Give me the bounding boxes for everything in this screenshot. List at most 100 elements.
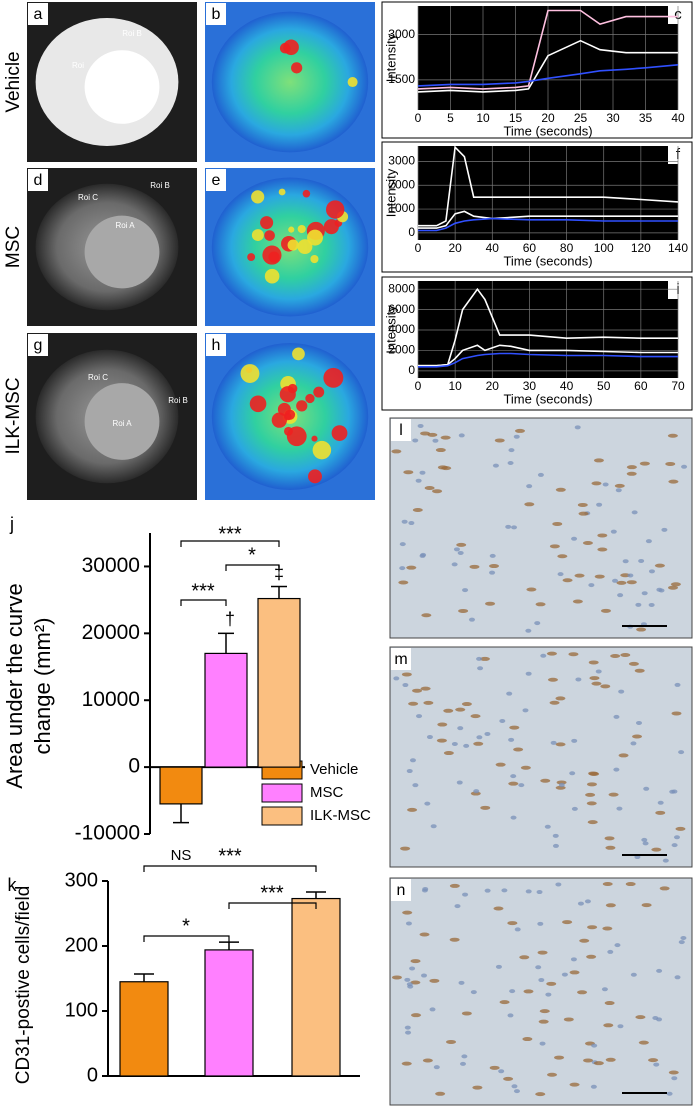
row-label: ILK-MSC [3, 377, 24, 454]
x-tick-label: 0 [415, 111, 422, 125]
cell [591, 1043, 598, 1048]
cell [416, 714, 423, 719]
heat-spot [251, 229, 264, 242]
panel-label-box [28, 169, 48, 191]
cell [405, 1030, 412, 1035]
cell [508, 448, 515, 453]
cell [635, 602, 642, 607]
histology [389, 877, 693, 1106]
cell [545, 992, 552, 997]
cell [641, 903, 652, 908]
x-tick-label: 10 [448, 379, 462, 393]
cell [604, 836, 615, 841]
cell [620, 653, 631, 658]
roi-label: Roi B [150, 181, 170, 190]
panel-label-box [391, 879, 411, 901]
cell [586, 954, 597, 959]
heat-spot [247, 253, 256, 261]
cell [484, 731, 491, 736]
cell [473, 789, 480, 794]
cell [514, 927, 521, 932]
cell [591, 481, 602, 486]
cell [391, 975, 402, 980]
cell [636, 627, 647, 632]
x-tick-label: 20 [448, 241, 462, 255]
cell [494, 438, 505, 443]
cell [615, 488, 622, 493]
cell [511, 1084, 518, 1089]
panel-label: k [8, 875, 18, 895]
y-tick-label: 6000 [388, 302, 415, 316]
cell [537, 472, 544, 477]
heat-spot [283, 39, 299, 56]
cell [614, 483, 625, 488]
heat-spot [284, 409, 296, 420]
cell [626, 580, 637, 585]
cell [584, 899, 591, 904]
panel-label: n [397, 882, 406, 899]
cell [571, 536, 578, 541]
cell [457, 726, 464, 731]
cell [547, 1072, 558, 1077]
significance-bracket [228, 902, 317, 909]
cell [544, 824, 551, 829]
legend-label: MSC [310, 784, 344, 801]
x-tick-label: 120 [631, 241, 651, 255]
cell [462, 892, 469, 897]
cell [549, 700, 560, 705]
cell [492, 463, 499, 468]
heat-ring [211, 11, 369, 153]
y-tick-label: 3000 [388, 154, 415, 168]
heat-spot [296, 400, 308, 412]
panel-label: a [34, 6, 43, 23]
cell [654, 563, 665, 568]
cell [479, 656, 490, 661]
cell [588, 771, 599, 776]
heat-spot [311, 435, 318, 442]
cell [651, 847, 662, 852]
cell [470, 990, 477, 995]
heat-spot [347, 76, 358, 88]
cell [391, 449, 402, 454]
cell [588, 660, 599, 665]
cell [468, 617, 475, 622]
cell [461, 1054, 468, 1059]
cell [563, 1017, 574, 1022]
cell [668, 1070, 679, 1075]
cell [614, 943, 621, 948]
y-axis-label: change (mm²) [30, 618, 55, 755]
cell [648, 1058, 659, 1063]
cell [519, 955, 530, 960]
x-axis-label: Time (seconds) [503, 391, 592, 406]
cell [608, 792, 619, 797]
cell [610, 529, 617, 534]
intensity-line [417, 9, 678, 90]
cell [591, 681, 602, 686]
cell [539, 1041, 546, 1046]
significance-bracket [180, 540, 280, 547]
cell [643, 786, 650, 791]
cell [495, 964, 502, 969]
cell [597, 547, 608, 552]
cell [641, 837, 648, 842]
cell [555, 882, 562, 887]
panel-label-box [28, 3, 48, 25]
cell [556, 780, 567, 785]
cell [477, 666, 484, 671]
cell [678, 750, 685, 755]
cell [422, 1058, 433, 1063]
x-tick-label: 30 [523, 379, 537, 393]
x-tick-label: 5 [447, 111, 454, 125]
cell [476, 656, 483, 661]
cell [555, 742, 566, 747]
cell [443, 751, 454, 756]
cell [674, 975, 681, 980]
cell [634, 668, 645, 673]
cell [507, 1013, 514, 1018]
heat-spot [297, 239, 313, 255]
cell [525, 889, 532, 894]
panel-label-box [206, 334, 226, 356]
cell [510, 815, 517, 820]
x-tick-label: 40 [671, 111, 685, 125]
cell [616, 580, 627, 585]
